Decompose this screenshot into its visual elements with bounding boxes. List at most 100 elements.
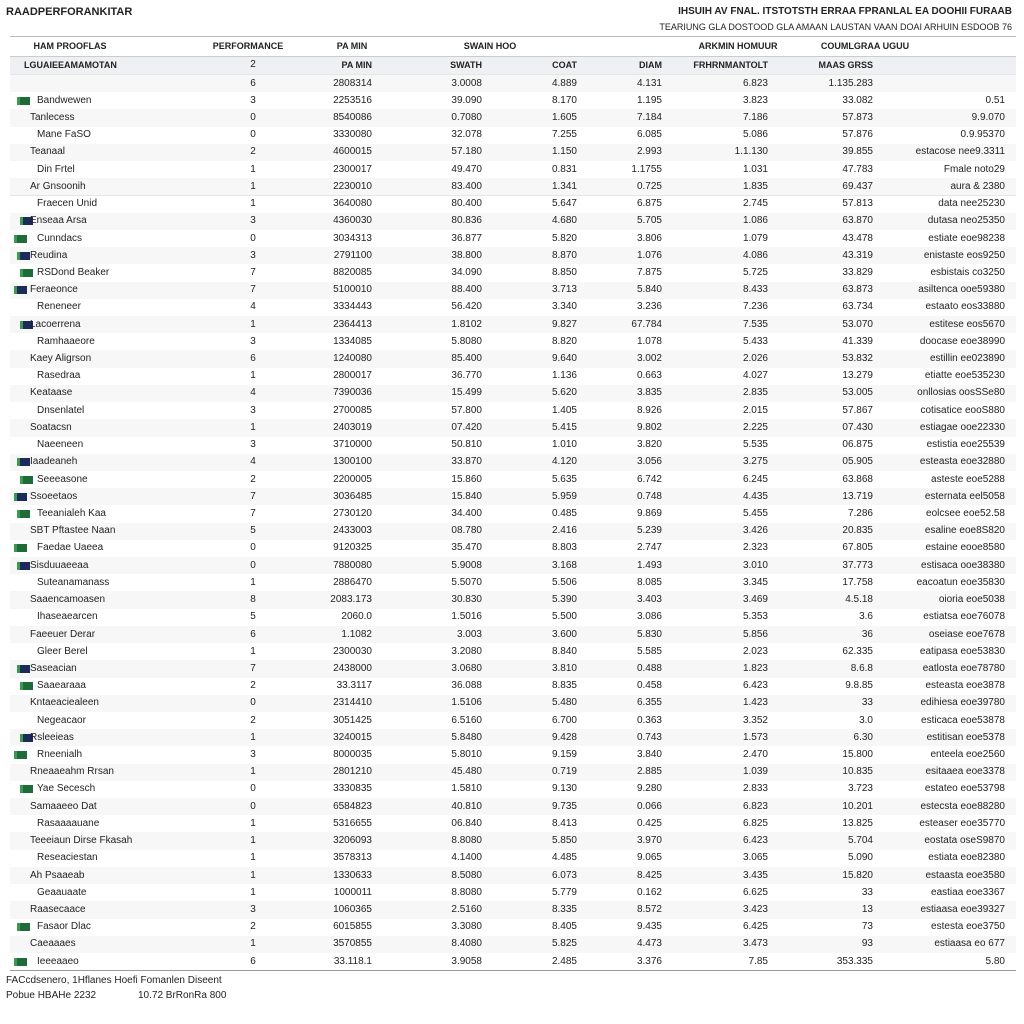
cell: 1: [250, 163, 256, 175]
cell: 15.800: [842, 749, 873, 761]
cell: 73: [861, 921, 873, 933]
cell: 2700085: [333, 404, 372, 416]
cell: 67.805: [842, 542, 873, 554]
cell: 3.469: [742, 594, 768, 606]
cell: 3578313: [333, 852, 372, 864]
cell: 5.5070: [451, 576, 482, 588]
cell: 5100010: [333, 284, 372, 296]
cell: 1: [250, 731, 256, 743]
cell: estaine eooe8580: [925, 542, 1005, 554]
cell: 2801210: [333, 766, 372, 778]
cell: 6.823: [742, 77, 768, 89]
cell: 2.5160: [451, 903, 482, 915]
cell: estiagae ooe22330: [919, 421, 1005, 433]
cell: 0.162: [636, 886, 662, 898]
row-name: Din Frtel: [37, 163, 75, 175]
cell: 1.1.130: [734, 146, 768, 158]
cell: 50.810: [451, 439, 482, 451]
cell: 1.5106: [451, 697, 482, 709]
cell: 67.784: [631, 318, 662, 330]
cell: 1.823: [742, 662, 768, 674]
cell: 1.493: [636, 559, 662, 571]
cell: 4.473: [636, 938, 662, 950]
row-name: Reudina: [30, 249, 68, 261]
table-bottom: [10, 970, 1016, 972]
cell: 08.780: [451, 525, 482, 537]
cell: 1000011: [333, 886, 372, 898]
flag-icon: [14, 234, 27, 243]
cell: 33.082: [842, 94, 873, 106]
cell: 2.833: [742, 783, 768, 795]
cell: 5.9008: [451, 559, 482, 571]
cell: 2.023: [742, 645, 768, 657]
cell: 5.415: [551, 421, 577, 433]
cell: 3: [250, 903, 256, 915]
cell: 0.066: [636, 800, 662, 812]
cell: 43.478: [842, 232, 873, 244]
subheader-name: LGUAIEEAMAMOTAN: [24, 60, 117, 70]
cell: 20.835: [842, 525, 873, 537]
row-name: Raasecaace: [30, 903, 86, 915]
cell: 9.280: [636, 783, 662, 795]
row-name: Seeeasone: [37, 473, 88, 485]
cell: 0.663: [636, 370, 662, 382]
row-name: Naeeneen: [37, 439, 84, 451]
cell: 13.825: [842, 817, 873, 829]
cell: 3.340: [551, 301, 577, 313]
cell: 3.473: [742, 938, 768, 950]
cell: 8.413: [551, 817, 577, 829]
cell: 5.830: [636, 628, 662, 640]
cell: estiata eoe82380: [928, 852, 1005, 864]
cell: 1: [250, 869, 256, 881]
cell: 4600015: [333, 146, 372, 158]
row-name: Negeacaor: [37, 714, 86, 726]
row-name: RSDond Beaker: [37, 266, 110, 278]
row-name: Rasaaaauane: [37, 817, 100, 829]
cell: 3.423: [742, 903, 768, 915]
cell: 0.831: [551, 163, 577, 175]
cell: 6.355: [636, 697, 662, 709]
cell: 0: [250, 783, 256, 795]
cell: 3.403: [636, 594, 662, 606]
row-name: Dnsenlatel: [37, 404, 85, 416]
cell: 3240015: [333, 731, 372, 743]
cell: 2230010: [333, 180, 372, 192]
cell: SWATH: [450, 60, 482, 70]
cell: 56.420: [451, 301, 482, 313]
flag-icon: [20, 268, 33, 277]
cell: 5.840: [636, 284, 662, 296]
cell: 3036485: [333, 490, 372, 502]
cell: 3.275: [742, 456, 768, 468]
row-name: Fraecen Unid: [37, 198, 98, 210]
cell: 41.339: [842, 335, 873, 347]
cell: 8.926: [636, 404, 662, 416]
cell: 33.118.1: [333, 955, 372, 967]
cell: estiaasa eo 677: [934, 938, 1005, 950]
cell: 9.869: [636, 508, 662, 519]
cell: 0.743: [636, 731, 662, 743]
cell: 5.8010: [451, 749, 482, 761]
cell: 1.086: [742, 215, 768, 227]
cell: oseiase eoe7678: [928, 628, 1005, 640]
cell: 1: [250, 852, 256, 864]
cell: 15.820: [842, 869, 873, 881]
cell: 3.600: [551, 628, 577, 640]
cell: 8.5080: [451, 869, 482, 881]
cell: esbistais co3250: [930, 266, 1006, 278]
cell: 2.470: [742, 749, 768, 761]
cell: 62.335: [842, 645, 873, 657]
cell: 0.725: [636, 180, 662, 192]
cell: 8.572: [636, 903, 662, 915]
cell: 0: [250, 559, 256, 571]
cell: 8820085: [333, 266, 372, 278]
cell: 15.499: [451, 387, 482, 399]
flag-icon: [20, 785, 33, 794]
cell: 8.820: [551, 335, 577, 347]
cell: 1.079: [742, 232, 768, 244]
cell: 9.130: [551, 783, 577, 795]
cell: 6.085: [636, 129, 662, 141]
cell: 8.850: [551, 266, 577, 278]
cell: 7.286: [847, 508, 873, 519]
cell: 6.700: [551, 714, 577, 726]
cell: 15.860: [451, 473, 482, 485]
